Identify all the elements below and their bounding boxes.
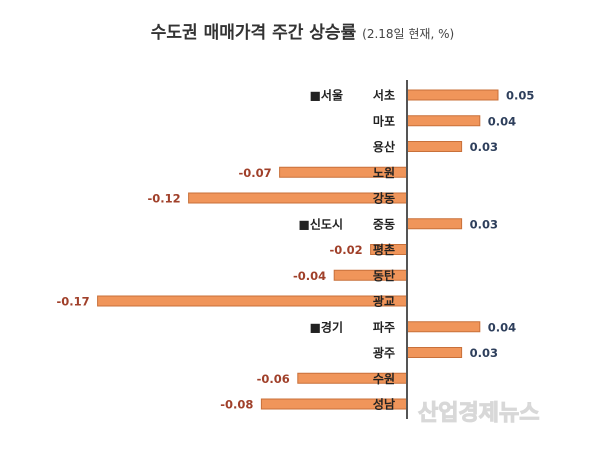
category-label: 용산 bbox=[373, 139, 395, 154]
group-label: ■경기 bbox=[310, 319, 343, 334]
data-label: -0.12 bbox=[147, 192, 180, 206]
category-label: 마포 bbox=[373, 113, 395, 128]
title-subtitle: (2.18일 현재, %) bbox=[362, 27, 455, 41]
data-label: -0.06 bbox=[257, 372, 290, 386]
data-label: 0.03 bbox=[470, 140, 498, 154]
category-label: 파주 bbox=[373, 319, 395, 334]
category-label: 노원 bbox=[373, 166, 395, 180]
category-label: 수원 bbox=[373, 372, 395, 386]
category-label: 강동 bbox=[373, 192, 395, 206]
data-label: 0.04 bbox=[488, 320, 516, 334]
data-label: 0.03 bbox=[470, 217, 498, 231]
watermark: 산업경제뉴스 bbox=[418, 401, 539, 426]
category-label: 중동 bbox=[373, 217, 395, 231]
bar-중동 bbox=[406, 218, 463, 230]
category-label: 광교 bbox=[373, 294, 395, 309]
category-label: 평촌 bbox=[373, 242, 395, 257]
category-label: 동탄 bbox=[373, 268, 395, 283]
title-main: 수도권 매매가격 주간 상승률 bbox=[150, 23, 357, 43]
group-label: ■서울 bbox=[310, 88, 343, 103]
bar-마포 bbox=[406, 115, 481, 127]
category-label: 성남 bbox=[373, 397, 395, 412]
data-label: -0.08 bbox=[220, 398, 253, 412]
bar-광주 bbox=[406, 347, 463, 358]
bar-파주 bbox=[406, 321, 481, 333]
category-label: 서초 bbox=[373, 88, 395, 103]
bar-서초 bbox=[406, 89, 499, 101]
bar-동탄 bbox=[333, 269, 408, 281]
data-label: -0.17 bbox=[56, 295, 89, 309]
data-label: 0.03 bbox=[470, 346, 498, 360]
data-label: -0.04 bbox=[293, 269, 326, 283]
data-label: -0.02 bbox=[329, 243, 362, 257]
bar-용산 bbox=[406, 141, 463, 152]
category-label: 광주 bbox=[373, 345, 395, 360]
chart-title: 수도권 매매가격 주간 상승률 (2.18일 현재, %) bbox=[0, 18, 605, 43]
data-label: -0.07 bbox=[238, 166, 271, 180]
data-label: 0.05 bbox=[506, 89, 534, 103]
group-label: ■신도시 bbox=[299, 216, 343, 231]
bar-광교 bbox=[97, 295, 408, 307]
data-label: 0.04 bbox=[488, 114, 516, 128]
